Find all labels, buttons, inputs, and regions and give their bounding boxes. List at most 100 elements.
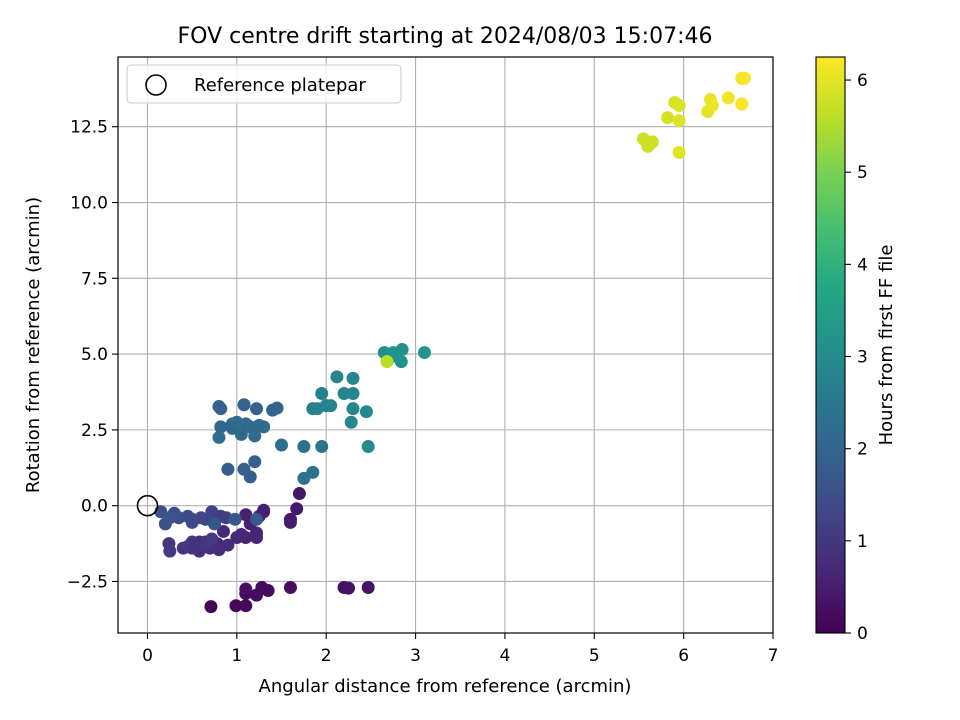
data-point (230, 415, 244, 429)
data-point (315, 440, 329, 454)
data-point (330, 370, 344, 384)
x-tick-label: 0 (142, 646, 153, 666)
legend-label: Reference platepar (194, 75, 366, 96)
y-tick-label: 0.0 (81, 497, 108, 517)
colorbar-gradient (815, 56, 846, 634)
data-point (214, 420, 228, 434)
data-point (346, 371, 360, 385)
data-point (250, 531, 264, 545)
reference-platepar-marker (136, 494, 159, 517)
data-point (418, 346, 432, 360)
data-point (205, 532, 219, 546)
data-point (344, 415, 358, 429)
x-axis-ticks: 0 1 2 3 4 5 6 7 (142, 633, 778, 666)
data-point (361, 581, 375, 595)
colorbar-tick-label: 4 (857, 255, 868, 275)
data-point (214, 402, 228, 416)
data-point (292, 487, 306, 501)
y-tick-label: 7.5 (81, 269, 108, 289)
data-point (257, 503, 271, 517)
data-point (216, 524, 230, 538)
legend-marker-icon (145, 74, 167, 96)
data-point (248, 455, 262, 469)
data-point (250, 402, 264, 416)
x-tick-label: 3 (410, 646, 421, 666)
colorbar-label: Hours from first FF file (876, 245, 897, 446)
data-point (163, 544, 177, 558)
data-point (337, 387, 351, 401)
data-point (204, 600, 218, 614)
data-point (237, 398, 251, 412)
data-point (645, 135, 659, 149)
data-point (346, 387, 360, 401)
data-point (735, 97, 749, 111)
colorbar-ticks: 0 1 2 3 4 5 6 (845, 71, 868, 644)
data-point (661, 111, 675, 125)
data-point (346, 402, 360, 416)
data-point (275, 438, 289, 452)
data-point (721, 91, 735, 105)
data-point (176, 541, 190, 555)
data-point (737, 71, 751, 85)
data-point (359, 405, 373, 419)
y-tick-label: 10.0 (70, 194, 108, 214)
data-point (290, 502, 304, 516)
x-tick-label: 5 (589, 646, 600, 666)
colorbar-tick-label: 5 (857, 163, 868, 183)
data-point (234, 427, 248, 441)
data-point (394, 355, 408, 369)
legend-box (126, 64, 402, 104)
y-tick-label: −2.5 (67, 572, 108, 592)
data-point (208, 517, 222, 531)
data-point (239, 599, 253, 613)
legend: Reference platepar (126, 64, 402, 104)
plot-frame (117, 56, 774, 634)
data-points (154, 71, 751, 614)
data-point (221, 462, 235, 476)
y-tick-label: 5.0 (81, 345, 108, 365)
data-point (228, 512, 242, 526)
data-point (672, 145, 686, 159)
x-tick-label: 1 (231, 646, 242, 666)
data-point (239, 582, 253, 596)
colorbar-tick-label: 1 (857, 532, 868, 552)
y-axis-ticks: −2.5 0.0 2.5 5.0 7.5 10.0 12.5 (67, 118, 118, 592)
y-tick-label: 2.5 (81, 421, 108, 441)
data-point (315, 387, 329, 401)
colorbar-tick-label: 3 (857, 348, 868, 368)
y-axis-label: Rotation from reference (arcmin) (23, 197, 44, 493)
data-point (395, 343, 409, 357)
data-point (380, 355, 394, 369)
x-tick-label: 2 (321, 646, 332, 666)
data-point (297, 440, 311, 454)
data-point (257, 420, 271, 434)
data-point (361, 440, 375, 454)
data-point (229, 599, 243, 613)
colorbar-tick-label: 0 (857, 624, 868, 644)
data-point (672, 114, 686, 128)
data-point (283, 581, 297, 595)
data-point (306, 402, 320, 416)
colorbar-tick-label: 6 (857, 71, 868, 91)
data-point (212, 430, 226, 444)
x-tick-label: 7 (768, 646, 779, 666)
data-point (324, 399, 338, 413)
x-axis-label: Angular distance from reference (arcmin) (259, 676, 632, 697)
data-point (705, 99, 719, 113)
data-point (672, 99, 686, 113)
data-point (270, 401, 284, 415)
chart-title: FOV centre drift starting at 2024/08/03 … (178, 24, 713, 49)
data-point (342, 581, 356, 595)
data-point (306, 465, 320, 479)
x-tick-label: 6 (678, 646, 689, 666)
y-tick-label: 12.5 (70, 118, 108, 138)
data-point (237, 462, 251, 476)
data-point (230, 531, 244, 545)
x-tick-label: 4 (500, 646, 511, 666)
data-point (248, 429, 262, 443)
data-point (261, 584, 275, 598)
data-point (283, 515, 297, 529)
colorbar-tick-label: 2 (857, 440, 868, 460)
data-point (250, 512, 264, 526)
